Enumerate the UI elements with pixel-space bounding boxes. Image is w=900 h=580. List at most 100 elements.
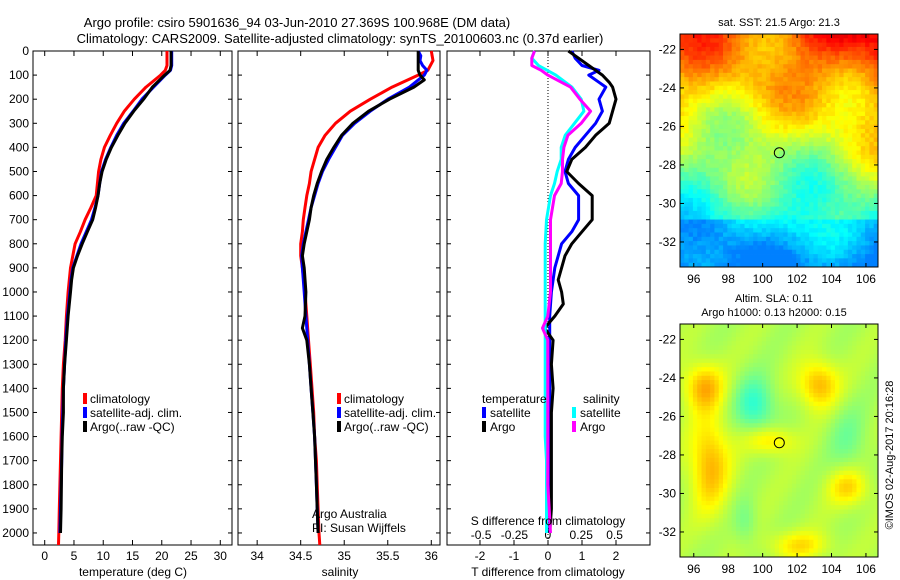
heatmap-cell [783, 371, 788, 377]
heatmap-cell [779, 115, 784, 121]
heatmap-cell [701, 492, 707, 497]
heatmap-cell [705, 202, 711, 207]
heatmap-cell [843, 150, 849, 156]
heatmap-cell [869, 193, 875, 199]
heatmap-cell [796, 172, 801, 177]
heatmap-cell [727, 349, 733, 355]
heatmap-cell [869, 440, 875, 446]
heatmap-cell [865, 120, 870, 126]
heatmap-cell [697, 453, 702, 459]
heatmap-cell [779, 328, 784, 334]
heatmap-cell [714, 262, 720, 268]
heatmap-cell [826, 68, 832, 74]
heatmap-cell [809, 124, 814, 130]
heatmap-cell [826, 38, 832, 44]
heatmap-cell [753, 163, 758, 169]
heatmap-cell [735, 531, 741, 536]
heatmap-cell [804, 98, 810, 104]
heatmap-cell [770, 449, 776, 454]
heatmap-cell [847, 354, 853, 359]
heatmap-cell [761, 479, 767, 485]
heatmap-cell [809, 185, 814, 190]
heatmap-cell [757, 193, 763, 199]
heatmap-cell [701, 167, 707, 173]
heatmap-cell [834, 124, 840, 130]
heatmap-cell [753, 462, 758, 467]
heatmap-cell [809, 215, 814, 220]
heatmap-cell [843, 324, 849, 329]
heatmap-cell [740, 189, 745, 195]
heatmap-cell [791, 103, 797, 108]
heatmap-cell [735, 332, 741, 338]
heatmap-cell [770, 90, 776, 95]
heatmap-cell [684, 436, 689, 441]
heatmap-cell [822, 150, 827, 156]
heatmap-cell [766, 107, 771, 113]
heatmap-cell [753, 94, 758, 100]
heatmap-cell [748, 133, 754, 138]
heatmap-cell [783, 215, 788, 220]
heatmap-cell [735, 262, 741, 268]
heatmap-cell [718, 431, 724, 437]
heatmap-cell [830, 146, 836, 151]
heatmap-cell [692, 436, 698, 441]
heatmap-cell [791, 393, 797, 398]
heatmap-cell [723, 522, 728, 528]
heatmap-cell [705, 55, 711, 61]
heatmap-cell [727, 241, 733, 246]
heatmap-cell [753, 449, 758, 454]
heatmap-cell [869, 492, 875, 497]
heatmap-cell [813, 262, 819, 268]
heatmap-cell [748, 371, 754, 377]
heatmap-cell [727, 362, 733, 368]
heatmap-cell [697, 436, 702, 441]
heatmap-cell [847, 440, 853, 446]
heatmap-cell [847, 375, 853, 381]
heatmap-cell [779, 466, 784, 472]
heatmap-cell [723, 141, 728, 147]
heatmap-cell [791, 154, 797, 160]
heatmap-cell [735, 141, 741, 147]
heatmap-cell [727, 150, 733, 156]
heatmap-cell [710, 98, 715, 104]
heatmap-cell [813, 336, 819, 342]
heatmap-cell [847, 509, 853, 515]
heatmap-cell [753, 470, 758, 476]
heatmap-cell [873, 449, 879, 454]
heatmap-cell [822, 444, 827, 450]
heatmap-cell [710, 141, 715, 147]
heatmap-cell [804, 440, 810, 446]
heatmap-cell [791, 159, 797, 164]
heatmap-cell [680, 466, 685, 472]
heatmap-cell [796, 522, 801, 528]
heatmap-cell [852, 249, 857, 255]
heatmap-cell [705, 141, 711, 147]
heatmap-cell [705, 397, 711, 403]
heatmap-cell [852, 457, 857, 463]
heatmap-cell [705, 384, 711, 390]
heatmap-cell [839, 46, 844, 52]
heatmap-cell [822, 384, 827, 390]
heatmap-cell [856, 210, 862, 216]
heatmap-cell [783, 210, 788, 216]
heatmap-cell [710, 55, 715, 61]
heatmap-cell [688, 193, 694, 199]
heatmap-cell [856, 159, 862, 164]
heatmap-cell [873, 210, 879, 216]
heatmap-cell [796, 72, 801, 78]
heatmap-cell [787, 59, 793, 65]
heatmap-cell [688, 475, 694, 480]
heatmap-cell [865, 324, 870, 329]
heatmap-cell [684, 479, 689, 485]
heatmap-cell [748, 362, 754, 368]
heatmap-cell [791, 500, 797, 506]
heatmap-cell [800, 254, 806, 259]
heatmap-cell [869, 388, 875, 394]
heatmap-cell [735, 98, 741, 104]
heatmap-cell [723, 202, 728, 207]
heatmap-cell [757, 245, 763, 251]
heatmap-cell [800, 358, 806, 364]
heatmap-cell [843, 111, 849, 117]
heatmap-cell [813, 81, 819, 87]
heatmap-cell [766, 206, 771, 212]
